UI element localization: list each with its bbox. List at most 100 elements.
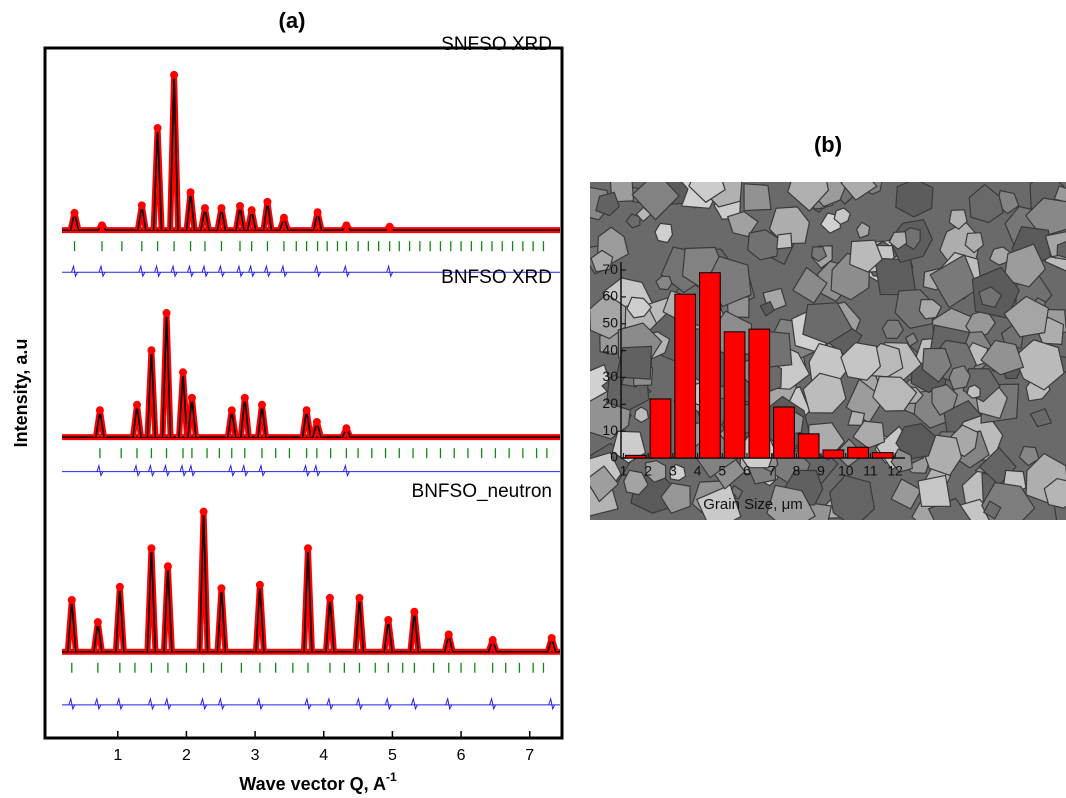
y-tick-label: 10 — [602, 422, 618, 438]
grain — [895, 422, 937, 460]
grain — [810, 246, 828, 263]
difference-wiggle — [241, 463, 249, 478]
grain — [625, 213, 641, 229]
difference-wiggle — [313, 463, 321, 478]
grain — [890, 478, 922, 510]
grain — [787, 182, 830, 212]
observed-point — [162, 308, 171, 317]
observed-point — [217, 584, 226, 593]
observed-point — [95, 406, 104, 415]
grain — [874, 257, 917, 296]
y-tick-label: 40 — [602, 341, 618, 357]
panel-b-title: (b) — [814, 132, 842, 157]
difference-wiggle — [248, 264, 256, 278]
bar — [624, 454, 647, 459]
bar — [797, 433, 820, 459]
difference-wiggle — [116, 696, 124, 711]
grain — [847, 410, 866, 427]
grain — [1003, 295, 1050, 338]
grain — [840, 341, 882, 381]
grain — [881, 319, 905, 340]
difference-wiggle — [98, 264, 106, 278]
grain — [792, 266, 828, 304]
difference-wiggle — [256, 696, 264, 711]
y-tick-label: 70 — [602, 261, 618, 277]
x-axis-label: Wave vector Q, A-1 — [239, 770, 397, 794]
observed-point — [200, 204, 209, 213]
grain — [931, 384, 959, 416]
bar — [822, 449, 845, 459]
difference-wiggle — [133, 463, 141, 478]
grain — [1056, 241, 1066, 259]
grain — [968, 183, 1004, 224]
x-tick-label: 10 — [838, 463, 854, 479]
bar — [748, 328, 771, 459]
grain — [644, 460, 667, 483]
x-tick-label: 12 — [887, 463, 903, 479]
grain — [855, 221, 871, 239]
difference-wiggle — [138, 264, 146, 278]
difference-wiggle — [228, 463, 236, 478]
x-tick-label: 11 — [863, 463, 878, 479]
panel-a: 1 2 3 4 5 6 7 SNFSO XRD BNFSO XRD BNFSO_neutron — [43, 34, 564, 764]
observed-point — [235, 202, 244, 211]
x-tick-label: 5 — [388, 747, 397, 764]
x-axis-label-sup: -1 — [386, 770, 397, 784]
observed-point — [137, 201, 146, 210]
grain — [655, 275, 673, 291]
y-tick-label: 0 — [610, 449, 618, 465]
difference-wiggle — [410, 696, 418, 711]
grain — [840, 182, 878, 201]
observed-point — [67, 596, 76, 604]
grain — [1043, 477, 1066, 509]
observed-point — [303, 544, 312, 553]
grain — [802, 372, 847, 414]
grain — [759, 300, 776, 317]
observed-point — [147, 346, 156, 355]
x-tick-label: 7 — [525, 747, 534, 764]
y-tick-label: 30 — [602, 368, 618, 384]
x-tick-label: 1 — [113, 747, 122, 764]
difference-wiggle — [342, 264, 350, 278]
grain — [895, 182, 934, 218]
observed-point — [170, 70, 179, 79]
difference-wiggle — [280, 264, 288, 278]
y-tick-label: 50 — [602, 314, 618, 330]
x-tick-label: 2 — [644, 463, 652, 479]
grain — [590, 293, 627, 340]
pattern-label: SNFSO XRD — [441, 34, 552, 55]
difference-wiggle — [201, 264, 209, 278]
difference-wiggle — [386, 264, 394, 278]
panel-a-title: (a) — [279, 8, 306, 33]
observed-point — [279, 213, 288, 222]
bar — [699, 272, 721, 459]
bar — [723, 331, 746, 459]
grain — [948, 209, 968, 230]
grain — [1018, 445, 1040, 467]
sem-image — [590, 182, 1066, 520]
observed-point — [342, 221, 351, 230]
difference-wiggle — [200, 696, 208, 711]
grain — [948, 365, 971, 390]
observed-point — [199, 507, 208, 516]
observed-point — [179, 368, 188, 377]
observed-point — [153, 124, 162, 133]
observed-point — [217, 204, 226, 213]
y-axis-label: Intensity, a.u — [11, 339, 31, 448]
grain — [927, 497, 972, 520]
grain — [852, 420, 886, 449]
observed-point — [355, 593, 364, 602]
x-tick-label: 4 — [319, 747, 328, 764]
grain — [1003, 243, 1047, 288]
observed-point — [247, 206, 256, 215]
bar — [674, 293, 697, 459]
x-tick-label: 4 — [694, 463, 702, 479]
grain — [590, 465, 620, 503]
observed-point — [547, 633, 556, 642]
observed-point — [384, 616, 393, 625]
difference-wiggle — [96, 463, 104, 478]
x-tick-label: 9 — [817, 463, 825, 479]
grain — [966, 384, 981, 399]
grain — [917, 474, 952, 507]
grain — [623, 469, 649, 496]
